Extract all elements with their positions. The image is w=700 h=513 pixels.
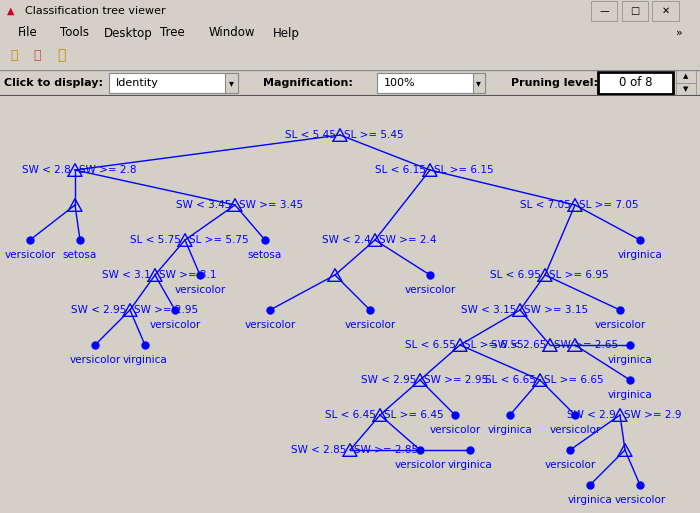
Text: 🔎: 🔎 bbox=[34, 49, 41, 62]
Bar bbox=[473, 73, 485, 93]
Text: SL >= 7.05: SL >= 7.05 bbox=[579, 200, 638, 210]
Text: SL < 6.45: SL < 6.45 bbox=[325, 410, 376, 420]
Text: versicolor: versicolor bbox=[394, 460, 446, 470]
Text: virginica: virginica bbox=[447, 460, 492, 470]
Bar bbox=[622, 1, 648, 21]
Text: SW < 3.1: SW < 3.1 bbox=[102, 270, 151, 280]
Text: ✕: ✕ bbox=[662, 6, 670, 16]
Text: SW < 2.95: SW < 2.95 bbox=[360, 375, 416, 385]
Text: ▲: ▲ bbox=[683, 73, 689, 80]
Text: versicolor: versicolor bbox=[174, 285, 225, 295]
Text: »: » bbox=[676, 28, 682, 38]
Text: SL >= 6.55: SL >= 6.55 bbox=[464, 340, 524, 350]
Bar bbox=[676, 70, 696, 83]
Text: versicolor: versicolor bbox=[545, 460, 596, 470]
Text: File: File bbox=[18, 27, 37, 40]
Text: SL >= 6.45: SL >= 6.45 bbox=[384, 410, 444, 420]
Text: ▼: ▼ bbox=[683, 87, 689, 92]
Text: ▾: ▾ bbox=[477, 78, 481, 88]
Bar bbox=[591, 1, 617, 21]
Text: versicolor: versicolor bbox=[405, 285, 456, 295]
Text: virginica: virginica bbox=[568, 495, 612, 505]
Text: ▲: ▲ bbox=[7, 6, 15, 16]
Text: versicolor: versicolor bbox=[244, 320, 295, 330]
Text: SL >= 5.75: SL >= 5.75 bbox=[189, 235, 248, 245]
Text: versicolor: versicolor bbox=[615, 495, 666, 505]
Text: SW < 2.4: SW < 2.4 bbox=[322, 235, 371, 245]
Text: SW >= 2.8: SW >= 2.8 bbox=[79, 165, 136, 175]
Text: SL >= 6.15: SL >= 6.15 bbox=[434, 165, 494, 175]
Text: setosa: setosa bbox=[63, 250, 97, 260]
Text: 🔍: 🔍 bbox=[10, 49, 18, 62]
Text: SW >= 3.1: SW >= 3.1 bbox=[159, 270, 216, 280]
Text: virginica: virginica bbox=[608, 355, 652, 365]
Text: Tree: Tree bbox=[160, 27, 184, 40]
Text: Identity: Identity bbox=[116, 78, 158, 88]
Text: SW >= 2.85: SW >= 2.85 bbox=[354, 445, 418, 455]
Text: versicolor: versicolor bbox=[429, 425, 481, 435]
Text: ✋: ✋ bbox=[57, 49, 66, 63]
Text: SW >= 3.45: SW >= 3.45 bbox=[239, 200, 303, 210]
Text: SW >= 2.4: SW >= 2.4 bbox=[379, 235, 437, 245]
Bar bbox=[652, 1, 679, 21]
Text: Magnification:: Magnification: bbox=[262, 78, 352, 88]
Text: virginica: virginica bbox=[122, 355, 167, 365]
Text: setosa: setosa bbox=[248, 250, 282, 260]
Text: Click to display:: Click to display: bbox=[4, 78, 102, 88]
Text: SW < 2.85: SW < 2.85 bbox=[290, 445, 346, 455]
Text: SL >= 6.95: SL >= 6.95 bbox=[549, 270, 608, 280]
Bar bbox=[598, 72, 673, 94]
Text: versicolor: versicolor bbox=[149, 320, 201, 330]
Text: SL >= 6.65: SL >= 6.65 bbox=[544, 375, 603, 385]
Text: SL < 6.55: SL < 6.55 bbox=[405, 340, 456, 350]
Text: Tools: Tools bbox=[60, 27, 88, 40]
Text: SW >= 2.95: SW >= 2.95 bbox=[424, 375, 488, 385]
Text: SL < 6.15: SL < 6.15 bbox=[375, 165, 426, 175]
Text: versicolor: versicolor bbox=[594, 320, 645, 330]
Text: SW < 2.65: SW < 2.65 bbox=[491, 340, 546, 350]
Text: SL < 7.05: SL < 7.05 bbox=[520, 200, 571, 210]
Text: □: □ bbox=[630, 6, 640, 16]
Text: virginica: virginica bbox=[617, 250, 662, 260]
Text: 0 of 8: 0 of 8 bbox=[619, 76, 652, 89]
Bar bbox=[377, 73, 485, 93]
Text: SW < 2.9: SW < 2.9 bbox=[567, 410, 616, 420]
Text: SW < 2.95: SW < 2.95 bbox=[71, 305, 126, 315]
Bar bbox=[225, 73, 238, 93]
Bar bbox=[676, 83, 696, 96]
Text: versicolor: versicolor bbox=[550, 425, 601, 435]
Text: SW >= 2.95: SW >= 2.95 bbox=[134, 305, 198, 315]
Text: Classification tree viewer: Classification tree viewer bbox=[25, 6, 165, 16]
Text: SL < 5.75: SL < 5.75 bbox=[130, 235, 181, 245]
Text: versicolor: versicolor bbox=[344, 320, 395, 330]
Bar bbox=[108, 73, 238, 93]
Text: SW < 3.45: SW < 3.45 bbox=[176, 200, 231, 210]
Text: SL < 6.65: SL < 6.65 bbox=[485, 375, 536, 385]
Text: SL < 6.95: SL < 6.95 bbox=[490, 270, 541, 280]
Text: virginica: virginica bbox=[608, 390, 652, 400]
Text: virginica: virginica bbox=[488, 425, 533, 435]
Text: SL < 5.45: SL < 5.45 bbox=[285, 130, 336, 140]
Text: SW < 3.15: SW < 3.15 bbox=[461, 305, 516, 315]
Text: versicolor: versicolor bbox=[69, 355, 120, 365]
Text: SW >= 2.65: SW >= 2.65 bbox=[554, 340, 618, 350]
Text: Help: Help bbox=[273, 27, 300, 40]
Text: Window: Window bbox=[209, 27, 255, 40]
Text: —: — bbox=[599, 6, 609, 16]
Text: SW >= 2.9: SW >= 2.9 bbox=[624, 410, 682, 420]
Text: Pruning level:: Pruning level: bbox=[511, 78, 598, 88]
Text: Desktop: Desktop bbox=[104, 27, 153, 40]
Text: versicolor: versicolor bbox=[4, 250, 55, 260]
Text: 100%: 100% bbox=[384, 78, 415, 88]
Text: SW >= 3.15: SW >= 3.15 bbox=[524, 305, 588, 315]
Text: SL >= 5.45: SL >= 5.45 bbox=[344, 130, 404, 140]
Text: ▾: ▾ bbox=[230, 78, 234, 88]
Text: SW < 2.8: SW < 2.8 bbox=[22, 165, 71, 175]
